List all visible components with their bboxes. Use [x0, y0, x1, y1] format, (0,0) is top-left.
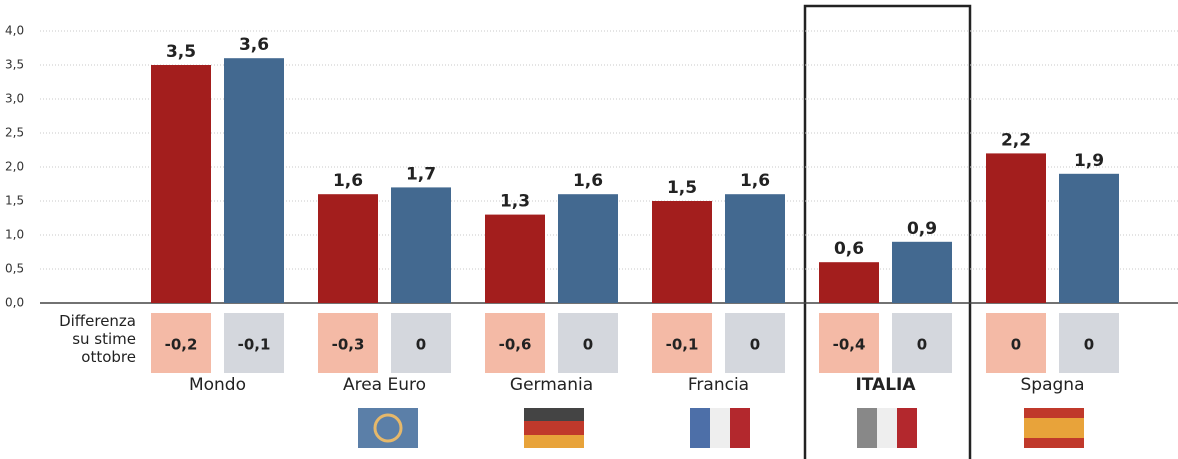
value-label: 0,6	[834, 239, 864, 259]
difference-label: -0,4	[833, 336, 866, 354]
value-label: 1,3	[500, 192, 530, 212]
difference-box	[1059, 313, 1119, 373]
value-label: 0,9	[907, 219, 937, 239]
y-tick-label: 0,5	[5, 262, 24, 276]
difference-box	[318, 313, 378, 373]
bar	[558, 194, 618, 303]
y-tick-label: 2,5	[5, 126, 24, 140]
value-label: 2,2	[1001, 130, 1031, 150]
value-label: 1,6	[333, 171, 363, 191]
x-tick-label: Germania	[510, 375, 593, 395]
bar	[725, 194, 785, 303]
value-label: 1,6	[740, 171, 770, 191]
value-label: 1,9	[1074, 151, 1104, 171]
y-tick-label: 4,0	[5, 24, 24, 38]
value-label: 3,6	[239, 35, 269, 55]
flag-it	[857, 408, 917, 448]
difference-box	[224, 313, 284, 373]
difference-label: -0,1	[666, 336, 699, 354]
y-tick-label: 3,0	[5, 92, 24, 106]
value-label: 1,5	[667, 178, 697, 198]
difference-label: 0	[750, 336, 760, 354]
difference-box	[558, 313, 618, 373]
y-tick-label: 2,0	[5, 160, 24, 174]
difference-box	[652, 313, 712, 373]
difference-label: 0	[917, 336, 927, 354]
y-tick-label: 1,0	[5, 228, 24, 242]
difference-label: -0,1	[238, 336, 271, 354]
difference-label: Differenza su stime ottobre	[59, 312, 136, 366]
y-tick-label: 0,0	[5, 296, 24, 310]
x-tick-label: Mondo	[189, 375, 246, 395]
bar	[892, 241, 952, 303]
difference-box	[151, 313, 211, 373]
y-tick-label: 3,5	[5, 58, 24, 72]
value-label: 1,6	[573, 171, 603, 191]
flag-fr	[690, 408, 750, 448]
difference-box	[819, 313, 879, 373]
difference-label: 0	[1011, 336, 1021, 354]
difference-label: 0	[1084, 336, 1094, 354]
difference-label: 0	[583, 336, 593, 354]
flag-es	[1024, 408, 1084, 448]
flags	[358, 408, 1084, 448]
value-label: 1,7	[406, 164, 436, 184]
flag-de	[524, 408, 584, 448]
difference-label: -0,2	[165, 336, 198, 354]
bar	[318, 194, 378, 303]
x-tick-label: Spagna	[1021, 375, 1085, 395]
bar	[819, 262, 879, 303]
y-tick-label: 1,5	[5, 194, 24, 208]
x-tick-label: Area Euro	[343, 375, 426, 395]
bar	[1059, 173, 1119, 303]
difference-box	[986, 313, 1046, 373]
bar	[151, 65, 211, 303]
difference-box	[892, 313, 952, 373]
difference-label: -0,6	[499, 336, 532, 354]
bar	[485, 214, 545, 303]
x-tick-label: Francia	[688, 375, 749, 395]
difference-box	[391, 313, 451, 373]
value-label: 3,5	[166, 42, 196, 62]
difference-label: -0,3	[332, 336, 365, 354]
bar	[986, 153, 1046, 303]
x-tick-label: ITALIA	[855, 375, 916, 395]
difference-box	[725, 313, 785, 373]
bar	[652, 201, 712, 303]
bar	[391, 187, 451, 303]
flag-eu	[358, 408, 418, 448]
highlight-box	[803, 4, 972, 459]
bar	[224, 58, 284, 304]
difference-box	[485, 313, 545, 373]
difference-label: 0	[416, 336, 426, 354]
